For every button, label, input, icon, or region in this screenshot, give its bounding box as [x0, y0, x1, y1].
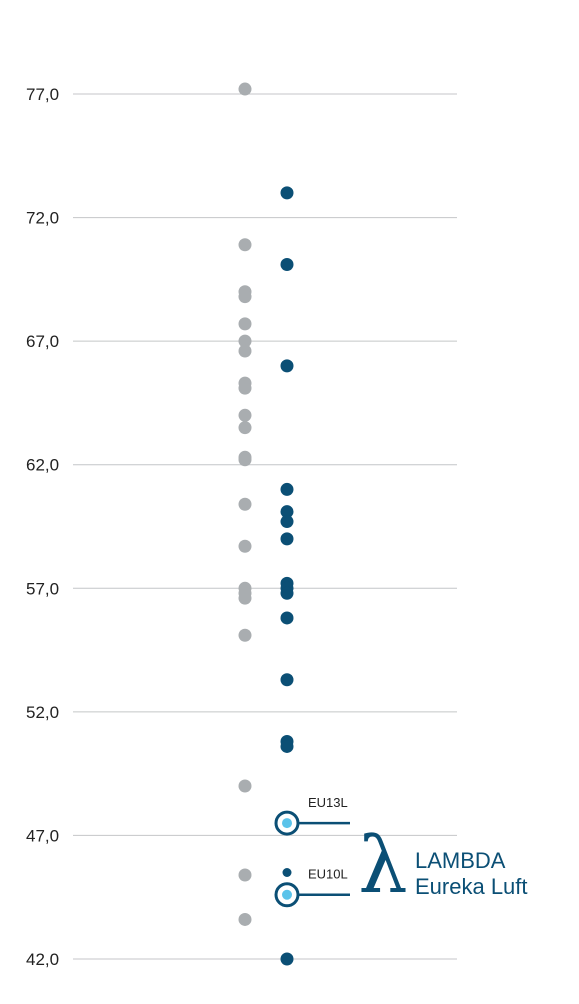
- data-points: [238, 82, 294, 966]
- data-point: [280, 186, 294, 200]
- data-point: [238, 497, 252, 511]
- y-tick-label: 62,0: [26, 456, 59, 475]
- annotation-point: [282, 818, 292, 829]
- data-point: [238, 628, 252, 642]
- data-point: [238, 912, 252, 926]
- data-point: [280, 515, 294, 529]
- data-point: [238, 453, 252, 467]
- y-tick-label: 47,0: [26, 826, 59, 845]
- data-point: [280, 739, 294, 753]
- y-tick-label: 72,0: [26, 209, 59, 228]
- logo-line2: Eureka Luft: [415, 874, 528, 899]
- annotation-label: EU10L: [308, 867, 348, 882]
- annotation-point: [282, 889, 292, 900]
- y-tick-label: 67,0: [26, 332, 59, 351]
- y-tick-label: 42,0: [26, 950, 59, 969]
- data-point: [238, 868, 252, 882]
- y-tick-label: 57,0: [26, 579, 59, 598]
- data-point: [238, 591, 252, 605]
- data-point: [280, 505, 294, 519]
- y-tick-label: 77,0: [26, 85, 59, 104]
- logo-line1: LAMBDA: [415, 848, 506, 873]
- lambda-logo: λ LAMBDA Eureka Luft: [358, 821, 527, 911]
- data-point: [280, 586, 294, 600]
- logo-lambda-symbol: λ: [358, 821, 407, 911]
- data-point: [238, 539, 252, 553]
- annotations: EU13L EU10L: [274, 795, 350, 908]
- data-point: [238, 381, 252, 395]
- y-tick-labels: 77,0 72,0 67,0 62,0 57,0 52,0 47,0 42,0: [26, 85, 59, 969]
- data-point: [238, 344, 252, 358]
- small-marker: [282, 868, 292, 877]
- data-point: [238, 82, 252, 96]
- data-point: [238, 779, 252, 793]
- grid-lines: [73, 93, 457, 960]
- annotation-label: EU13L: [308, 795, 348, 810]
- data-point: [238, 421, 252, 435]
- data-point: [280, 952, 294, 966]
- data-point: [238, 334, 252, 348]
- data-point: [280, 611, 294, 625]
- data-point: [280, 359, 294, 373]
- y-tick-label: 52,0: [26, 703, 59, 722]
- data-point: [238, 238, 252, 252]
- data-point: [280, 532, 294, 546]
- data-point: [280, 482, 294, 496]
- data-point: [238, 290, 252, 304]
- data-point: [238, 408, 252, 422]
- data-point: [280, 258, 294, 272]
- data-point: [280, 673, 294, 687]
- data-point: [238, 317, 252, 331]
